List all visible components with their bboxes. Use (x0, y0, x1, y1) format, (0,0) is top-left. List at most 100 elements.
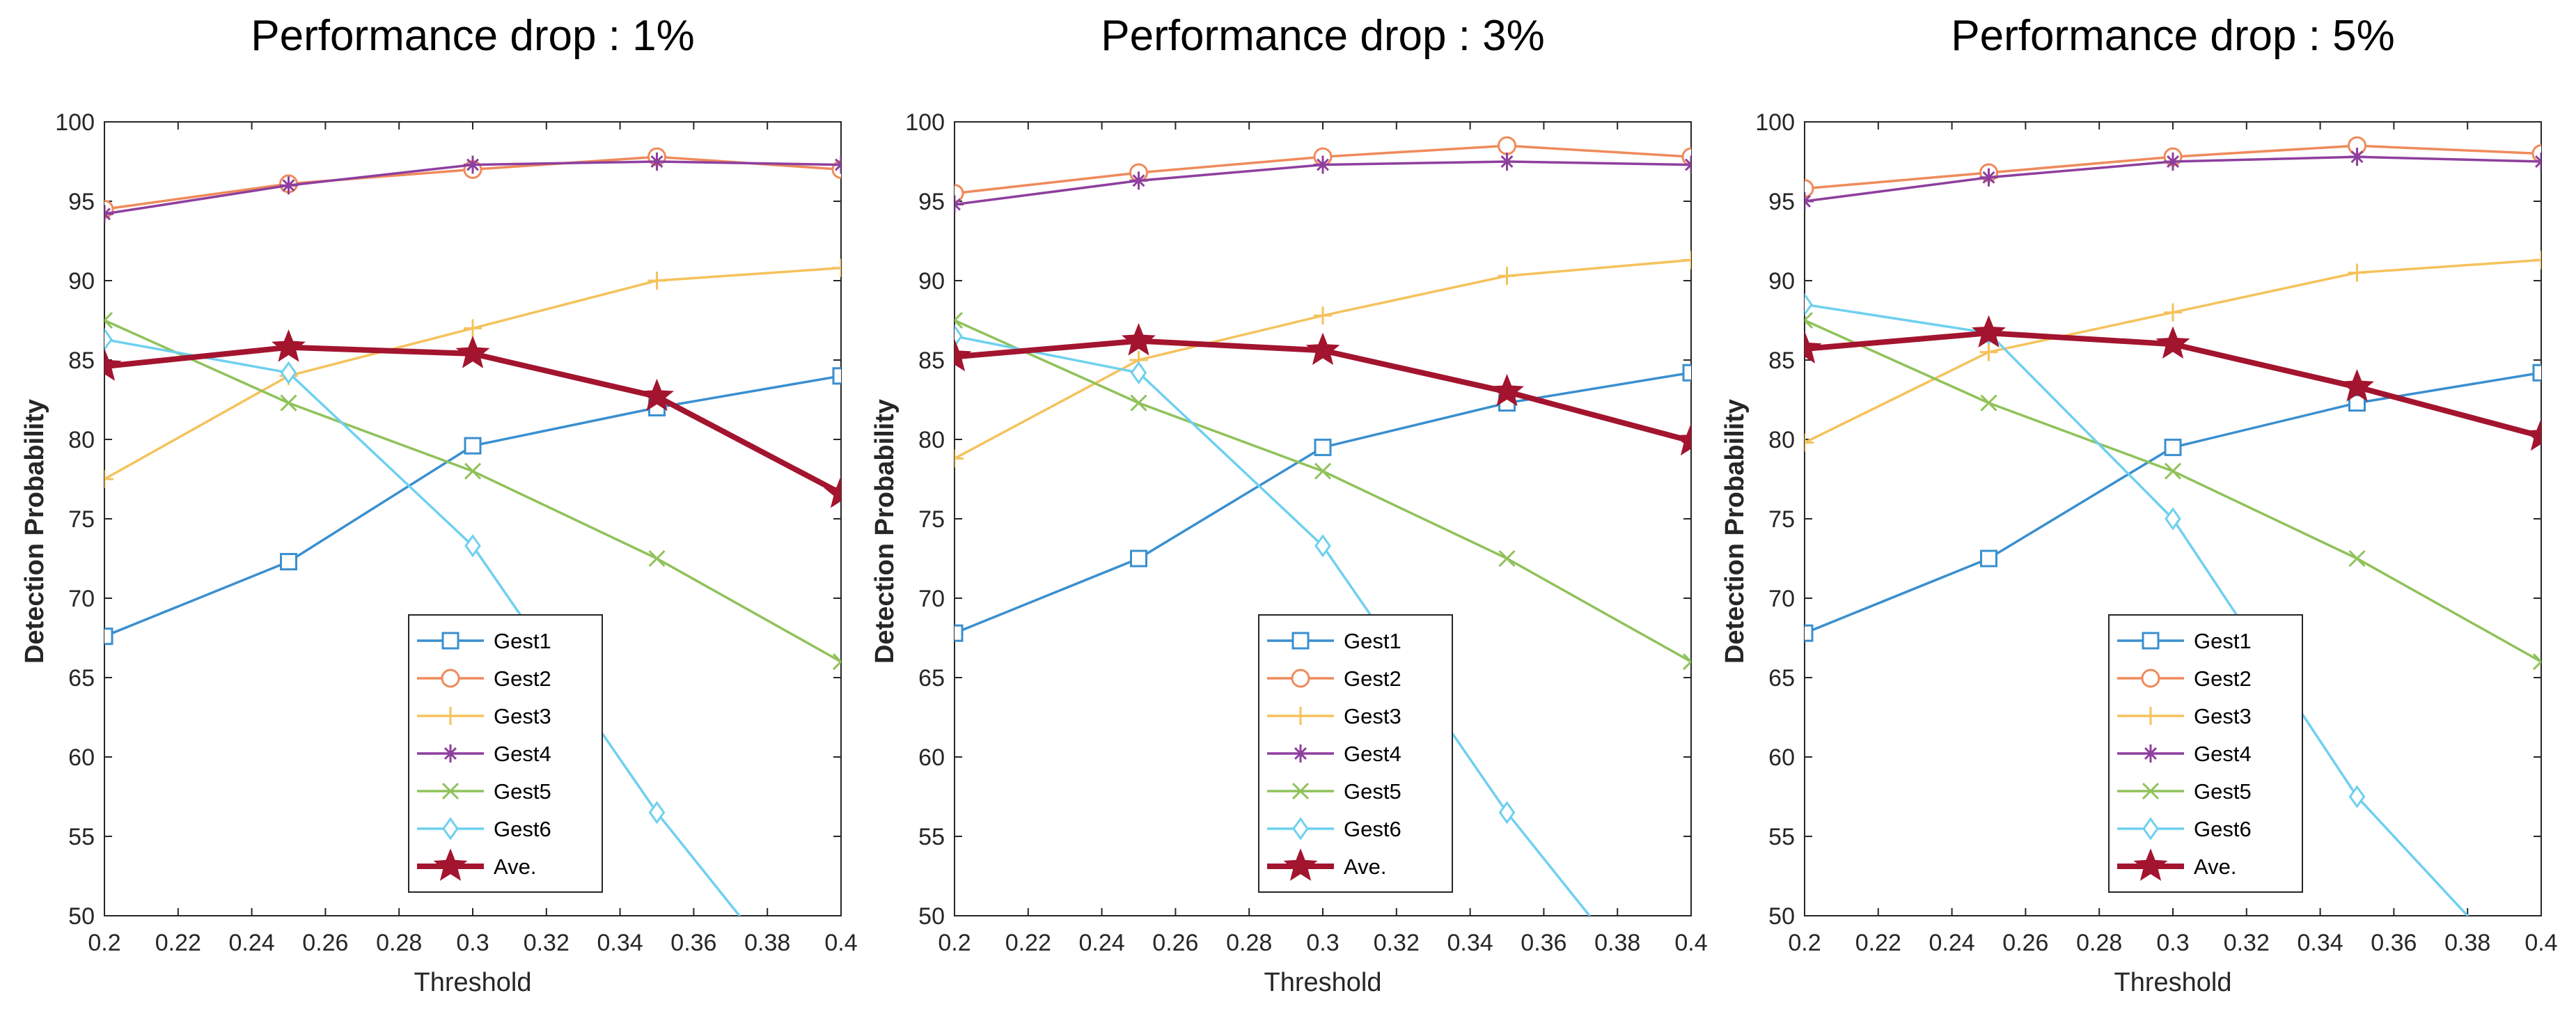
data-point-ave (272, 329, 306, 362)
x-tick-label: 0.22 (155, 930, 201, 956)
data-point-gest6 (1130, 361, 1147, 384)
data-point-gest4 (1979, 168, 1998, 187)
data-point-gest3 (2348, 263, 2366, 282)
data-point-gest1 (1682, 364, 1691, 382)
data-point-gest4 (647, 153, 666, 171)
legend-entry: Gest6 (1267, 817, 1401, 841)
data-point-ave (2340, 369, 2374, 402)
data-point-gest6 (955, 325, 963, 348)
y-tick-label: 70 (918, 586, 945, 612)
data-point-gest4 (464, 155, 482, 174)
data-point-gest2 (1498, 136, 1516, 155)
legend-entry: Gest3 (417, 704, 551, 728)
legend-entry: Gest5 (417, 779, 551, 804)
legend-label: Gest1 (1344, 629, 1401, 653)
x-tick-label: 0.34 (2298, 930, 2343, 956)
x-tick-label: 0.32 (2224, 930, 2270, 956)
x-tick-label: 0.3 (1306, 930, 1339, 956)
legend-entry: Gest4 (417, 742, 551, 766)
y-tick-label: 90 (68, 268, 95, 295)
legend-label: Gest6 (494, 817, 551, 841)
legend-label: Gest2 (2194, 666, 2252, 691)
x-tick-label: 0.2 (88, 930, 120, 956)
x-tick-label: 0.4 (1674, 930, 1707, 956)
data-point-gest5 (1130, 394, 1147, 412)
legend-label: Gest3 (494, 704, 551, 728)
x-axis-label: Threshold (1264, 968, 1382, 997)
legend-entry: Ave. (2117, 848, 2236, 881)
legend-marker (442, 817, 459, 841)
y-tick-label: 55 (918, 824, 945, 850)
data-point-gest4 (2164, 153, 2182, 171)
chart-panel-1: Performance drop : 1% 0.2 0.22 0.24 0.26 0.28… (20, 12, 858, 997)
y-tick-label: 55 (1768, 824, 1795, 850)
data-point-gest5 (104, 311, 113, 329)
legend-label: Gest3 (2194, 704, 2252, 728)
data-point-gest4 (1314, 155, 1332, 174)
x-tick-label: 0.34 (1447, 930, 1493, 956)
y-tick-label: 60 (918, 744, 945, 771)
legend-label: Gest6 (1344, 817, 1401, 841)
data-point-gest3 (1314, 306, 1332, 325)
y-tick-label: 50 (918, 903, 945, 930)
data-point-gest1 (2532, 364, 2541, 382)
legend-entry: Gest5 (2117, 779, 2252, 804)
x-tick-label: 0.26 (1152, 930, 1198, 956)
y-tick-label: 80 (68, 427, 95, 453)
x-tick-label: 0.2 (938, 930, 971, 956)
data-point-gest3 (1805, 433, 1814, 452)
y-tick-label: 65 (68, 665, 95, 692)
data-point-gest6 (104, 327, 113, 351)
y-tick-label: 80 (1768, 427, 1795, 453)
chart-panel-3: Performance drop : 5% 0.2 0.22 0.24 0.26 0.28… (1720, 12, 2558, 1005)
x-tick-label: 0.32 (524, 930, 570, 956)
legend-label: Gest4 (1344, 742, 1401, 766)
legend-marker (1291, 632, 1310, 650)
x-tick-label: 0.38 (1594, 930, 1640, 956)
data-point-gest1 (1980, 549, 1997, 568)
y-tick-label: 70 (68, 586, 95, 612)
data-point-ave (2155, 326, 2190, 359)
data-point-gest6 (648, 801, 666, 825)
legend-label: Ave. (2194, 854, 2236, 879)
legend-marker (2142, 817, 2159, 841)
legend-entry: Gest5 (1267, 779, 1401, 804)
legend-marker (2142, 632, 2160, 650)
y-axis-label: Detection Probability (870, 399, 900, 664)
legend: Gest1 Gest2 Gest3 Gest4 Gest5 Gest6 Ave. (408, 614, 603, 893)
data-point-ave (1122, 322, 1156, 356)
y-tick-label: 85 (918, 347, 945, 374)
data-point-gest4 (2348, 148, 2366, 166)
data-point-gest1 (280, 553, 297, 571)
data-point-gest1 (1314, 438, 1332, 456)
legend-entry: Ave. (1267, 848, 1386, 881)
y-tick-label: 90 (1768, 268, 1795, 295)
legend-entry: Gest2 (2117, 666, 2252, 691)
data-point-gest1 (2164, 438, 2182, 456)
y-tick-label: 95 (918, 189, 945, 215)
data-point-ave (824, 475, 841, 508)
legend-marker (441, 669, 460, 688)
legend-label: Gest5 (2194, 779, 2252, 804)
data-point-gest2 (1681, 147, 1691, 166)
x-tick-label: 0.22 (1855, 930, 1901, 956)
y-tick-label: 100 (1755, 109, 1795, 136)
y-tick-label: 50 (1768, 903, 1795, 930)
legend-marker (1292, 817, 1309, 841)
data-point-gest6 (2534, 985, 2548, 1005)
legend-label: Gest1 (494, 629, 551, 653)
data-point-gest4 (1498, 153, 1516, 171)
legend-marker (1283, 848, 1318, 881)
x-tick-label: 0.36 (670, 930, 716, 956)
data-point-gest5 (1498, 549, 1516, 568)
x-tick-label: 0.28 (376, 930, 422, 956)
y-tick-label: 90 (918, 268, 945, 295)
data-point-gest4 (279, 176, 298, 195)
y-tick-label: 85 (68, 347, 95, 374)
data-point-gest1 (1805, 624, 1814, 642)
legend: Gest1 Gest2 Gest3 Gest4 Gest5 Gest6 Ave. (1258, 614, 1453, 893)
data-point-ave (1972, 315, 2006, 348)
data-point-gest3 (1498, 267, 1516, 286)
y-tick-label: 75 (1768, 506, 1795, 533)
legend-entry: Gest4 (1267, 742, 1401, 766)
